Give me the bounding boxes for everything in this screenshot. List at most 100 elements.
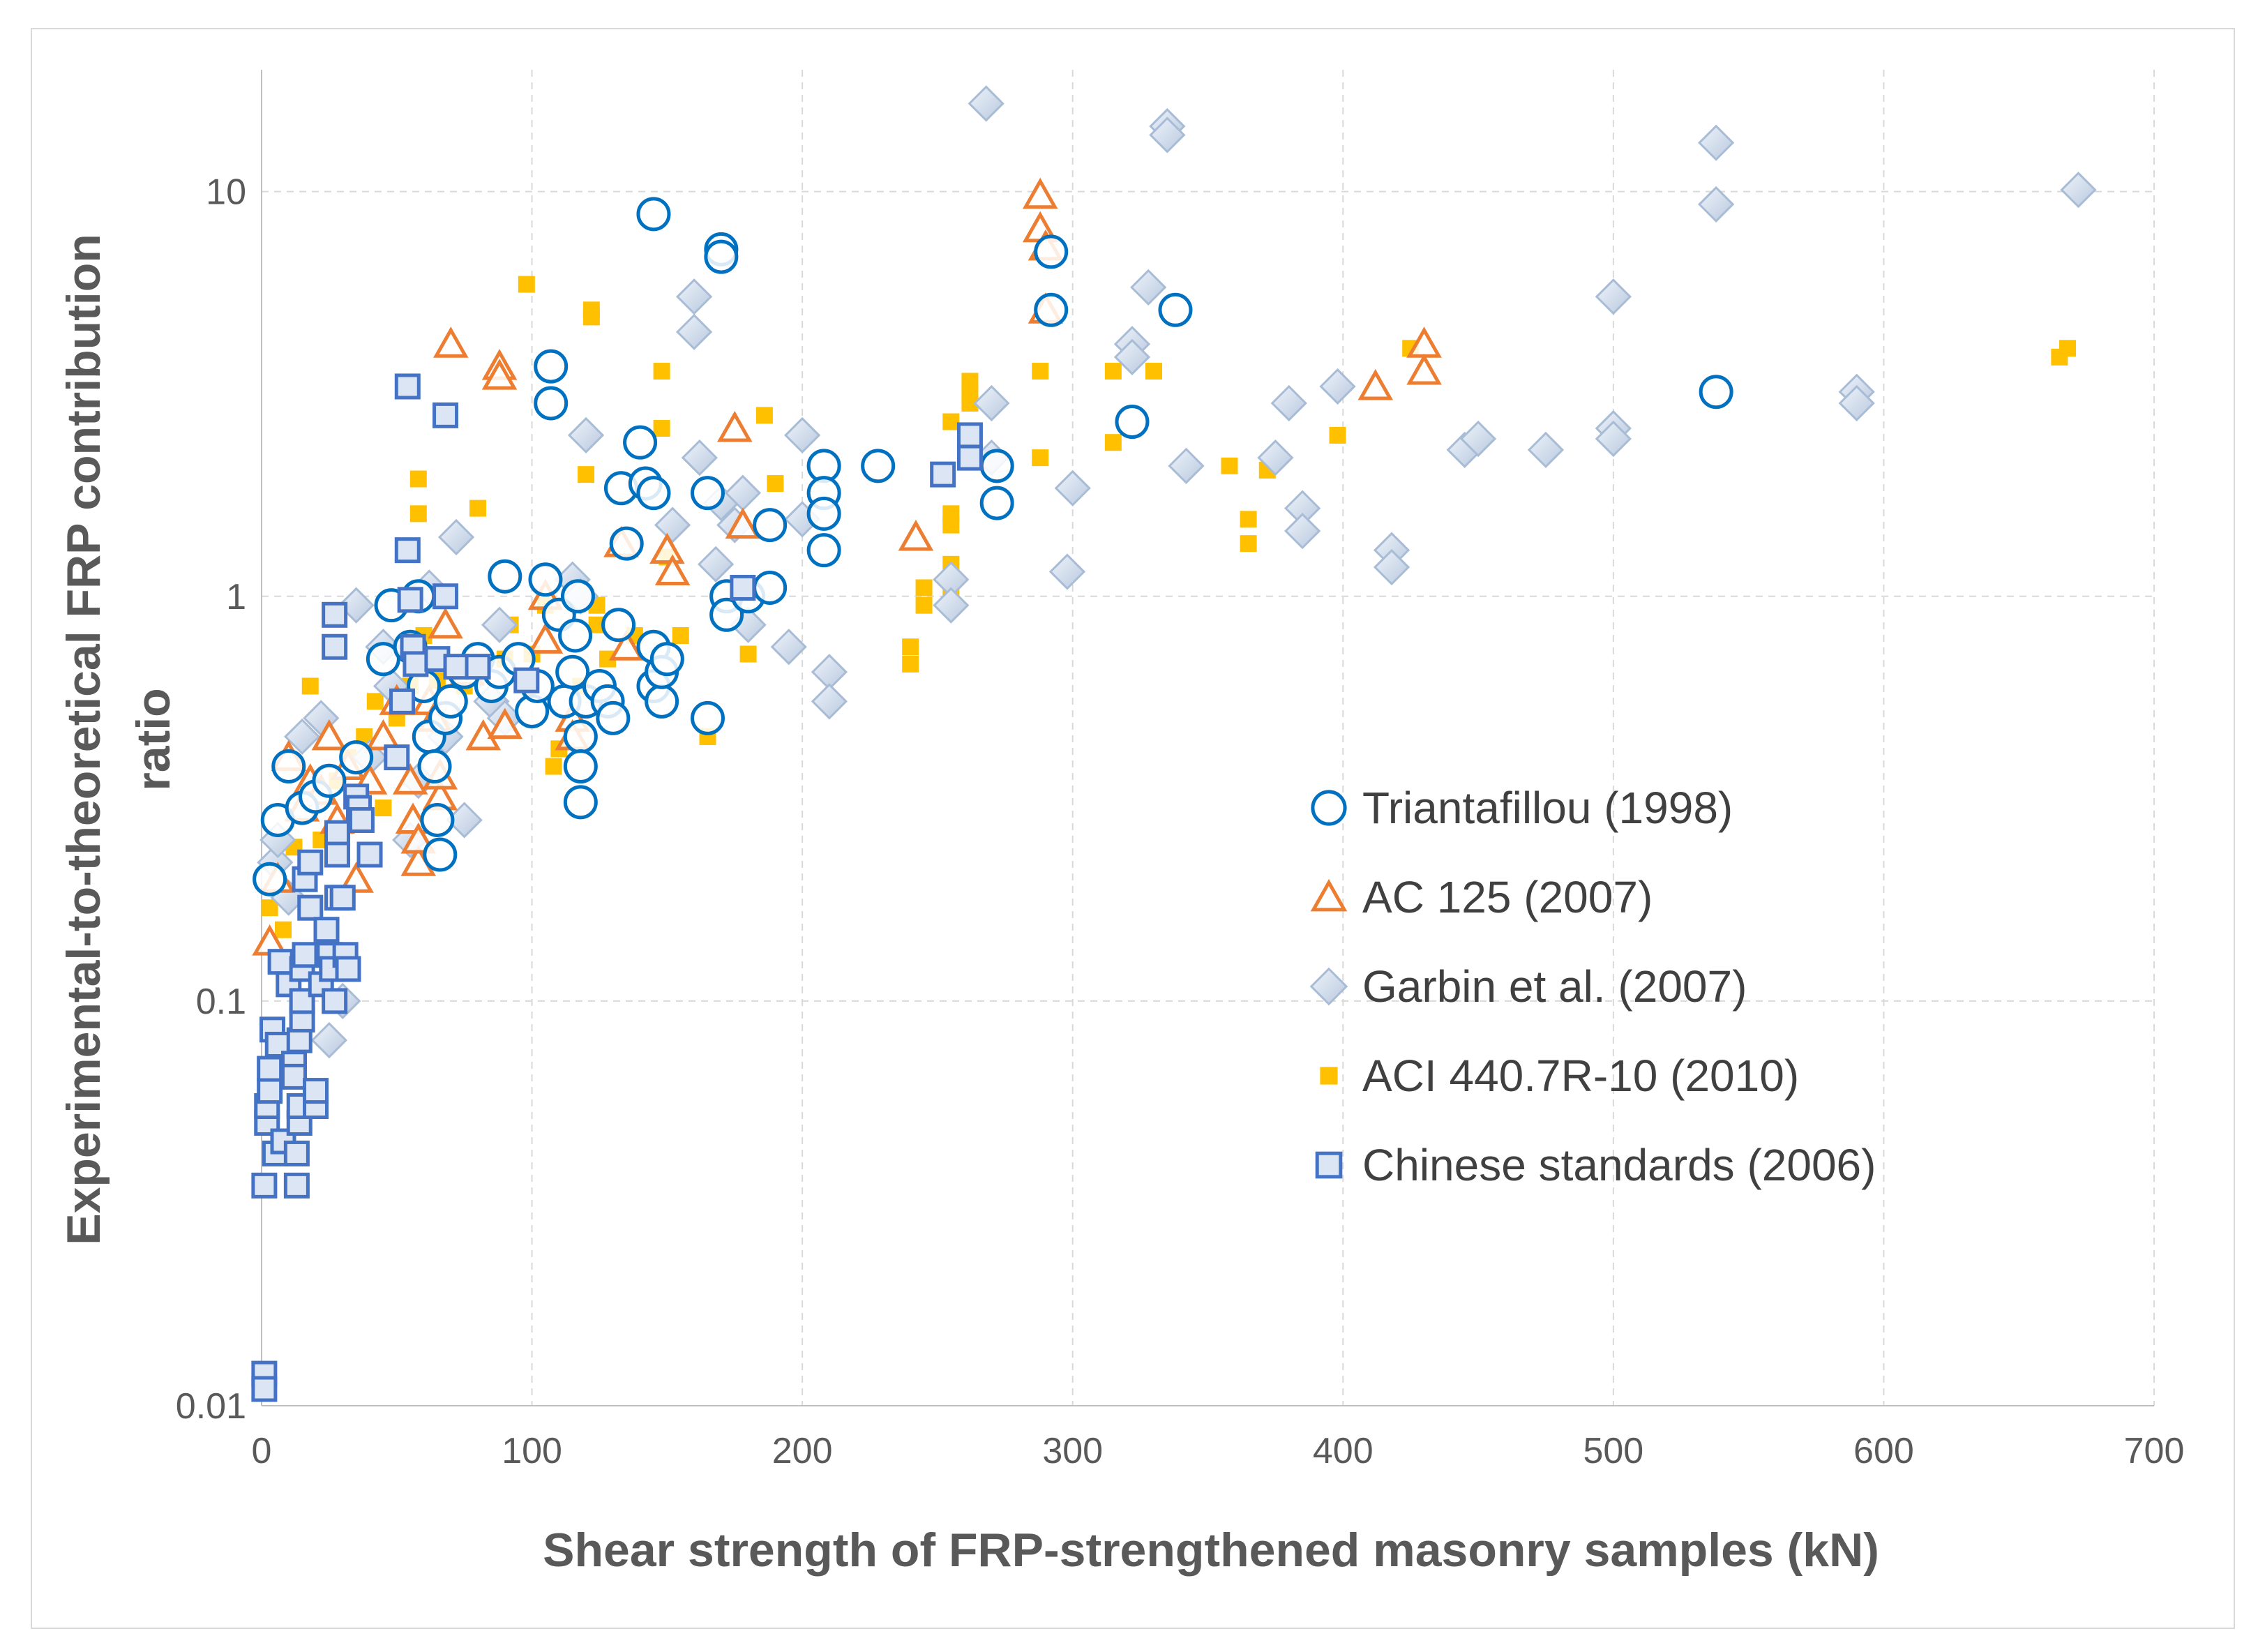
data-point — [636, 476, 671, 511]
data-point — [1149, 117, 1186, 153]
data-point — [433, 684, 468, 719]
data-point — [2059, 340, 2076, 357]
data-point — [1130, 269, 1167, 306]
data-point — [973, 384, 1010, 422]
y-tick-label: 0.1 — [196, 982, 246, 1022]
data-point — [366, 693, 384, 710]
data-point — [1034, 234, 1069, 269]
legend-marker — [1320, 1067, 1338, 1085]
data-point — [675, 313, 713, 350]
legend: Triantafillou (1998) AC 125 (2007) Garbin … — [1309, 783, 1876, 1190]
y-tick-label: 0.01 — [176, 1386, 246, 1427]
data-point — [1527, 431, 1565, 469]
data-point — [356, 841, 383, 868]
data-point — [275, 921, 292, 938]
data-point — [301, 677, 319, 695]
data-point — [465, 654, 491, 680]
data-point — [649, 532, 685, 564]
legend-marker — [1315, 1151, 1343, 1179]
legend-marker — [1309, 967, 1348, 1006]
data-point — [420, 802, 455, 837]
x-tick-label: 100 — [502, 1431, 562, 1471]
data-point — [397, 587, 423, 613]
data-point — [534, 386, 569, 421]
data-point — [1240, 535, 1257, 553]
data-point — [578, 466, 595, 483]
data-point — [417, 749, 452, 784]
y-axis-title-line2: ratio — [127, 688, 180, 790]
data-point — [1022, 177, 1058, 209]
x-tick-label: 600 — [1853, 1431, 1914, 1471]
data-point — [979, 449, 1014, 483]
data-point — [324, 820, 351, 846]
data-point — [310, 1021, 348, 1059]
data-point — [690, 700, 725, 735]
data-point — [433, 326, 469, 358]
data-point — [488, 559, 522, 594]
data-point — [1329, 426, 1346, 444]
data-point — [322, 988, 348, 1014]
data-point — [915, 579, 933, 596]
data-point — [653, 420, 670, 437]
data-point — [601, 608, 636, 643]
data-point — [283, 1172, 310, 1199]
data-point — [654, 506, 691, 543]
data-point — [1115, 405, 1150, 440]
data-point — [271, 749, 306, 784]
data-point — [596, 700, 631, 735]
y-tick-label: 1 — [226, 577, 246, 617]
data-point — [1240, 511, 1257, 528]
data-point — [423, 837, 458, 872]
data-point — [1406, 353, 1442, 385]
data-point — [297, 849, 324, 876]
data-point — [672, 626, 689, 644]
data-point — [968, 85, 1004, 122]
data-point — [409, 470, 427, 488]
data-point — [1357, 368, 1394, 400]
axes — [261, 70, 2154, 1406]
data-point — [675, 278, 713, 315]
data-point — [898, 519, 934, 551]
x-tick-label: 200 — [772, 1431, 833, 1471]
data-point — [716, 410, 753, 442]
data-point — [1699, 375, 1733, 410]
data-point — [649, 642, 684, 677]
data-point — [1034, 292, 1069, 327]
data-point — [251, 1172, 278, 1199]
data-point — [730, 574, 756, 601]
data-point — [1319, 368, 1356, 405]
data-point — [1104, 434, 1122, 451]
data-point — [394, 373, 421, 400]
data-point — [311, 719, 347, 751]
data-point — [861, 449, 896, 483]
data-point — [281, 1063, 308, 1090]
data-point — [1104, 363, 1122, 380]
x-tick-label: 700 — [2124, 1431, 2185, 1471]
x-tick-label: 400 — [1313, 1431, 1374, 1471]
legend-label: AC 125 (2007) — [1362, 872, 1653, 922]
data-point — [1257, 439, 1294, 476]
data-point — [409, 505, 427, 523]
data-point — [545, 758, 562, 775]
data-point — [1158, 292, 1193, 327]
data-point — [623, 425, 658, 460]
data-point — [608, 629, 645, 661]
data-point — [1048, 553, 1086, 590]
data-point — [303, 1078, 329, 1104]
data-point — [1595, 278, 1632, 315]
gridlines — [262, 70, 2155, 1406]
data-point — [348, 806, 375, 833]
data-point — [930, 461, 956, 488]
data-point — [324, 841, 351, 868]
data-point — [276, 971, 302, 998]
data-point — [753, 570, 788, 605]
legend-label: Triantafillou (1998) — [1362, 783, 1733, 833]
data-point — [513, 667, 540, 693]
data-point — [392, 763, 428, 795]
data-point — [335, 956, 361, 982]
data-point — [1270, 384, 1307, 422]
data-point — [704, 239, 739, 274]
data-point — [267, 949, 294, 975]
data-point — [709, 597, 744, 632]
